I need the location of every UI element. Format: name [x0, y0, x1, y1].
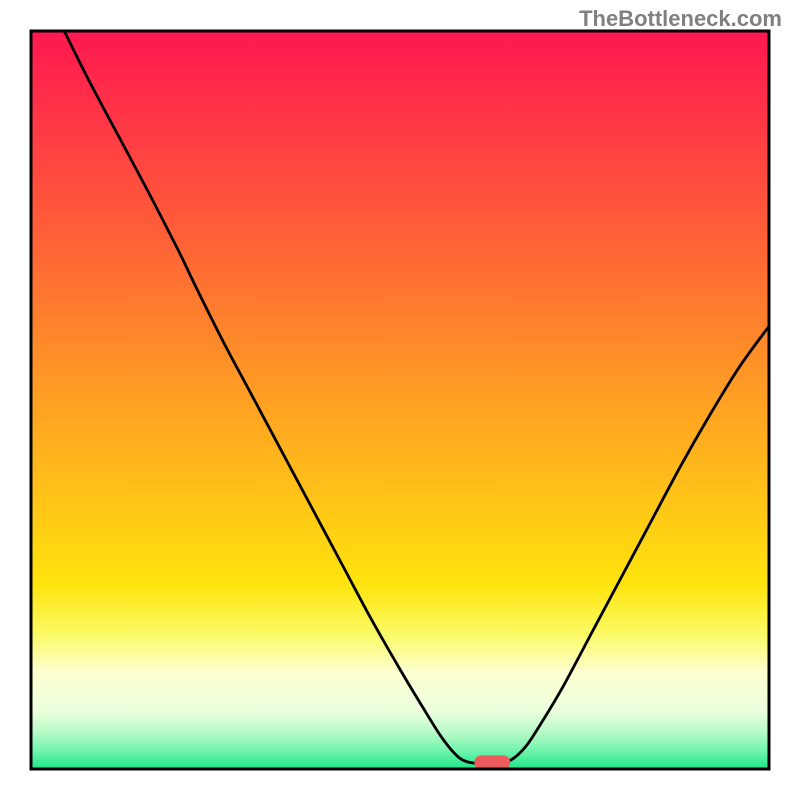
chart-background — [31, 31, 769, 769]
optimal-marker — [474, 755, 510, 769]
watermark-text: TheBottleneck.com — [579, 6, 782, 32]
bottleneck-chart — [0, 0, 800, 800]
